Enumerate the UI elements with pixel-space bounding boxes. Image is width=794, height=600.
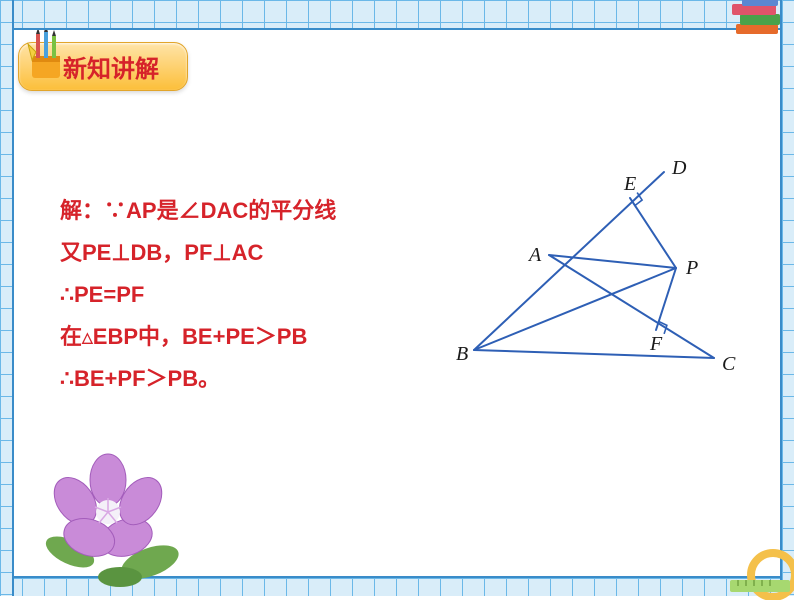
proof-line-1-prefix: 解：∵ bbox=[60, 198, 126, 223]
svg-text:C: C bbox=[722, 353, 736, 375]
proof-line-4: 在△EBP中，BE+PE＞PB bbox=[60, 316, 440, 358]
svg-text:E: E bbox=[623, 173, 636, 195]
proof-line-1-text: AP是∠DAC的平分线 bbox=[126, 198, 336, 223]
svg-text:F: F bbox=[649, 333, 663, 355]
section-title-badge: 新知讲解 bbox=[18, 42, 188, 91]
pencil-cup-icon bbox=[24, 30, 70, 82]
proof-body: 解：∵AP是∠DAC的平分线 又PE⊥DB，PF⊥AC ∴PE=PF 在△EBP… bbox=[60, 190, 440, 400]
grid-right bbox=[780, 0, 794, 596]
grid-top bbox=[0, 0, 794, 30]
svg-text:A: A bbox=[527, 244, 542, 266]
proof-line-3: ∴PE=PF bbox=[60, 274, 440, 316]
proof-line-4-prefix: 在 bbox=[60, 324, 82, 349]
svg-text:P: P bbox=[685, 257, 698, 279]
books-decoration-icon bbox=[730, 0, 790, 44]
triangle-symbol: △ bbox=[82, 329, 93, 345]
proof-line-1: 解：∵AP是∠DAC的平分线 bbox=[60, 190, 440, 232]
geometry-diagram: A B C D E F P bbox=[454, 160, 744, 390]
svg-text:B: B bbox=[456, 343, 468, 365]
proof-line-2: 又PE⊥DB，PF⊥AC bbox=[60, 232, 440, 274]
proof-line-4-text: EBP中，BE+PE＞PB bbox=[93, 324, 308, 349]
grid-left bbox=[0, 0, 14, 596]
flower-decoration-icon bbox=[30, 442, 200, 592]
proof-line-5: ∴BE+PF＞PB。 bbox=[60, 358, 440, 400]
svg-text:D: D bbox=[671, 160, 687, 179]
ruler-decoration-icon bbox=[728, 540, 794, 600]
